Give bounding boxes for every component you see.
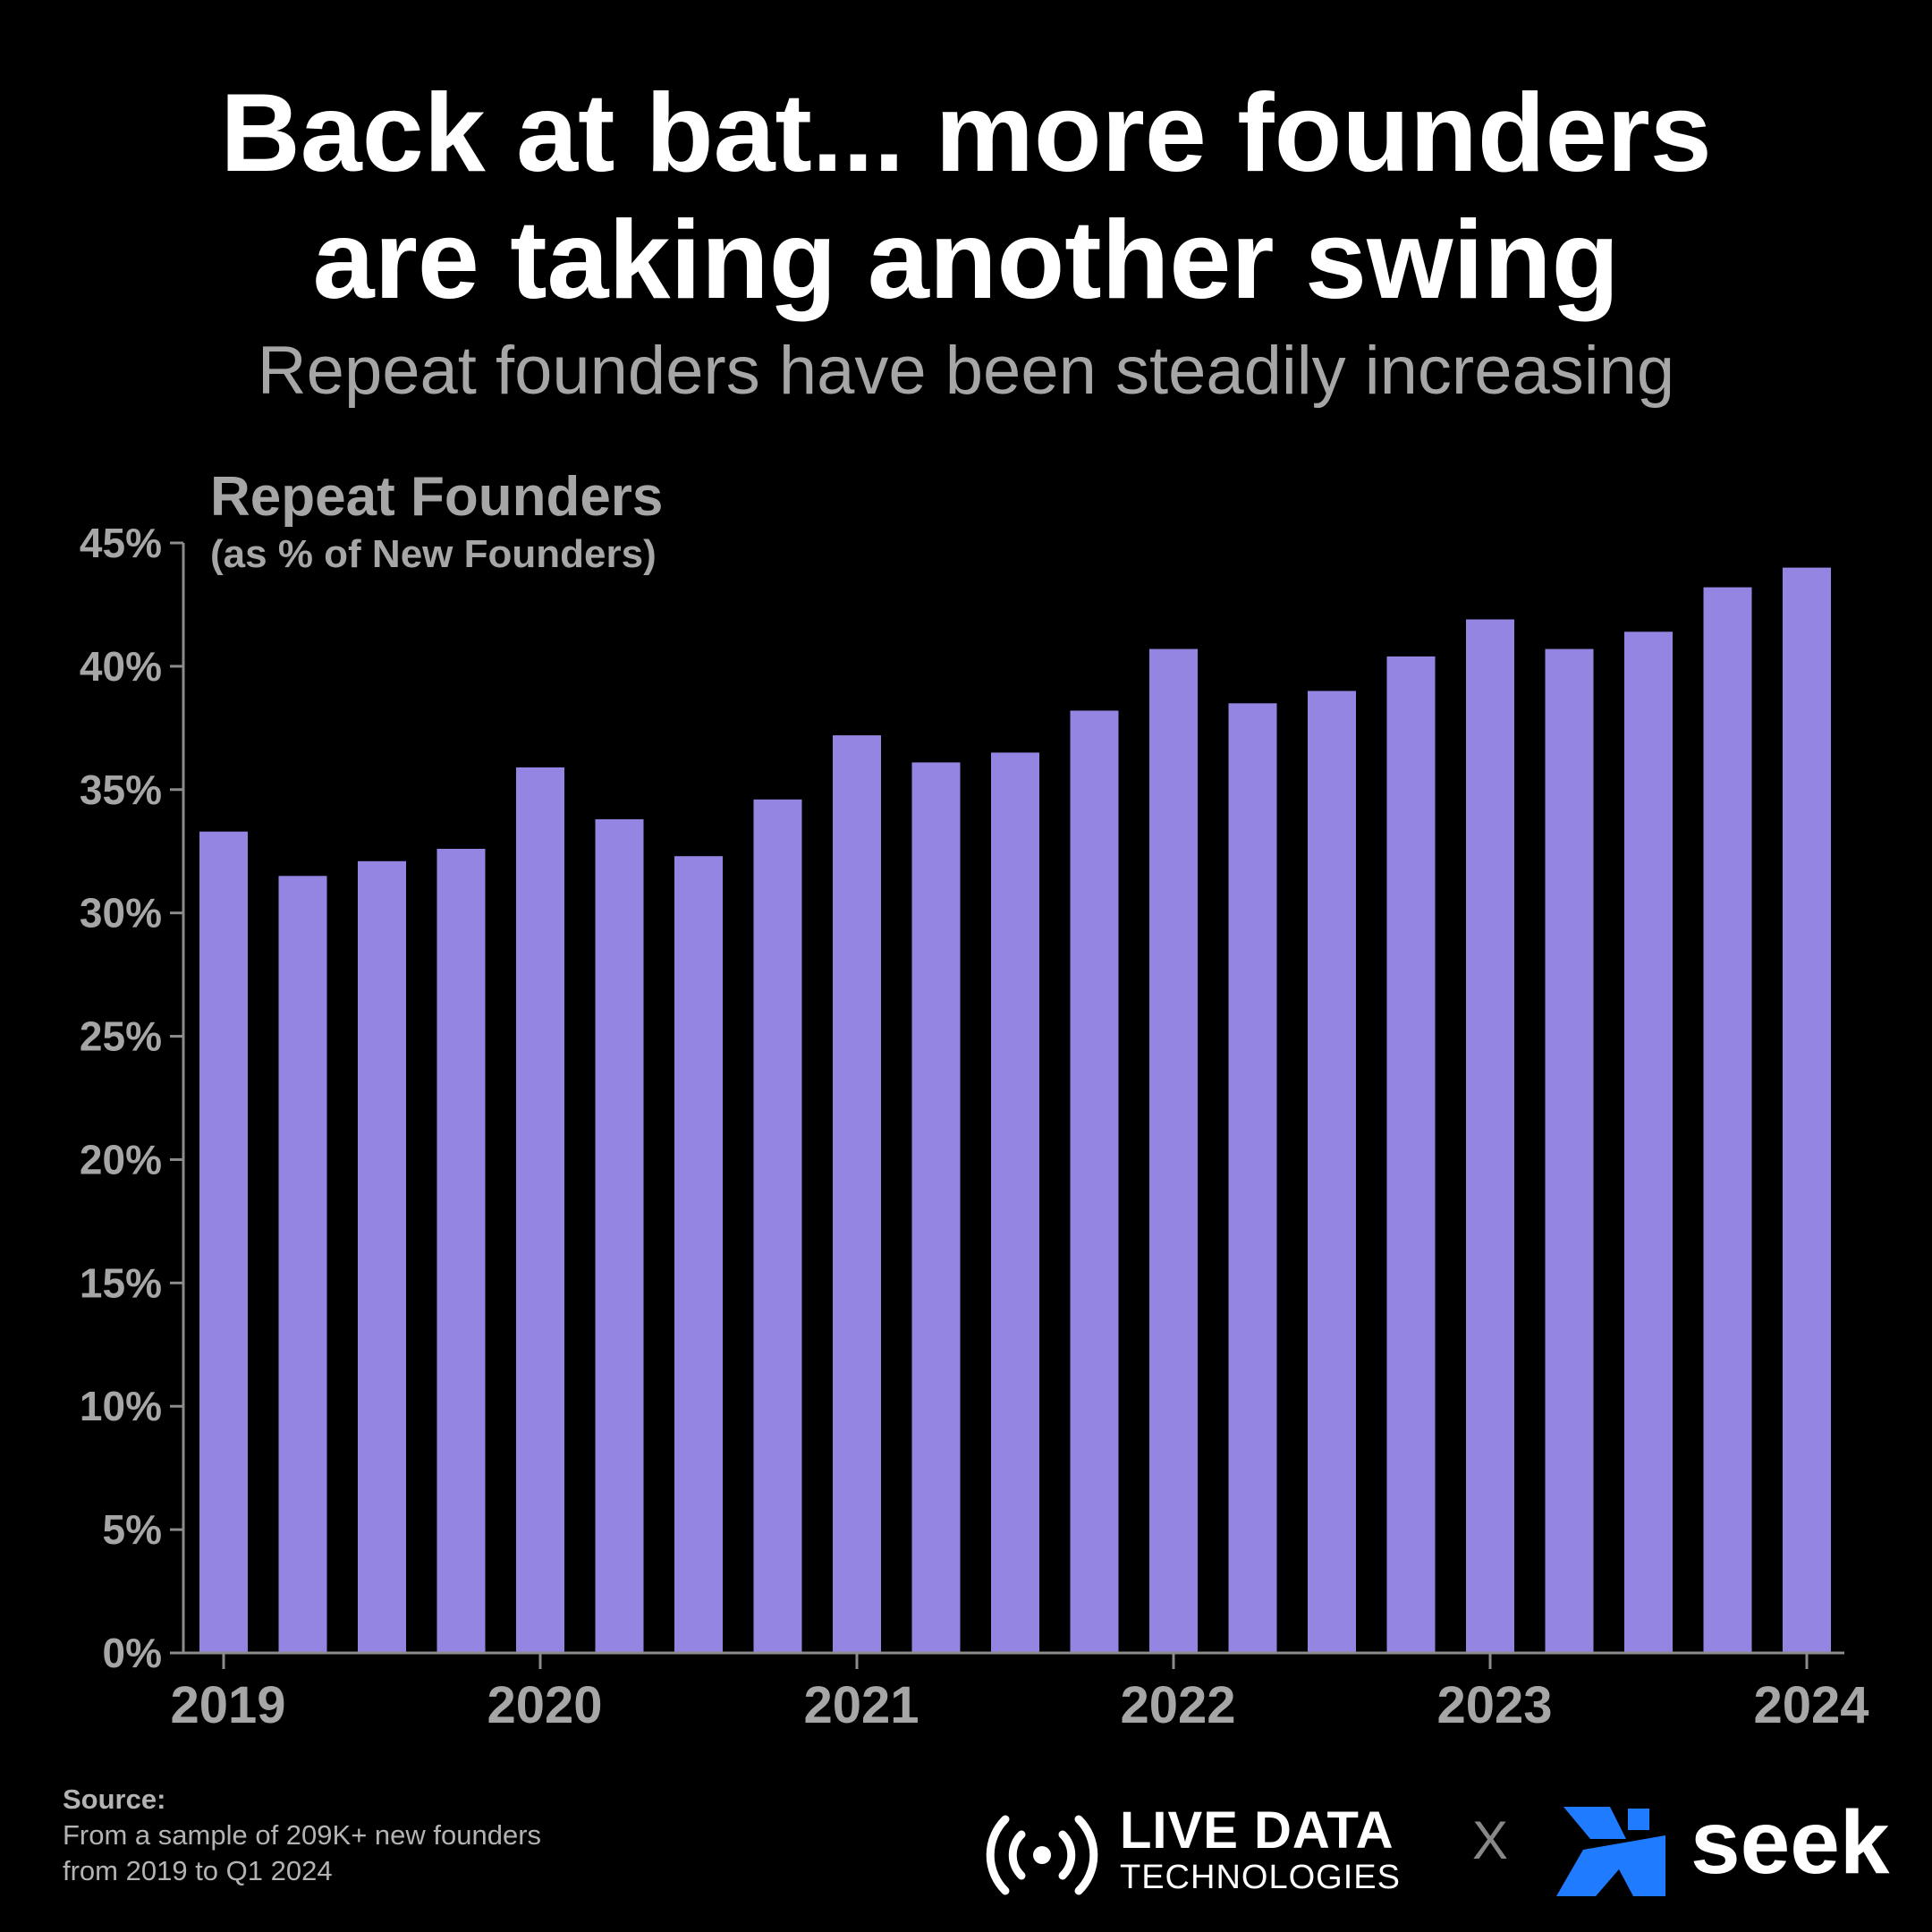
ldt-logo-text: LIVE DATA TECHNOLOGIES <box>1120 1801 1401 1896</box>
source-note: Source: From a sample of 209K+ new found… <box>63 1782 541 1889</box>
bar-5 <box>516 767 564 1653</box>
seek-logo-text: seek <box>1690 1792 1890 1893</box>
y-tick-label: 0% <box>103 1630 162 1676</box>
bar-17 <box>1466 619 1514 1653</box>
ldt-line-2: TECHNOLOGIES <box>1120 1859 1401 1896</box>
bar-8 <box>753 799 802 1653</box>
bar-21 <box>1783 567 1831 1653</box>
source-line-2: from 2019 to Q1 2024 <box>63 1855 333 1886</box>
bar-16 <box>1386 656 1436 1653</box>
logos-area: LIVE DATA TECHNOLOGIES X seek <box>984 1798 1932 1914</box>
axes-group: 0% 5% 10% 15% 20% 25% 30% 35% 40% 45% 2019 2020 2021… <box>80 520 1869 1734</box>
y-tick-label: 20% <box>80 1136 162 1182</box>
x-tick-label: 2023 <box>1436 1676 1552 1734</box>
title-line-2: are taking another swing <box>312 199 1620 322</box>
bar-11 <box>991 752 1039 1653</box>
source-line-1: From a sample of 209K+ new founders <box>63 1819 542 1851</box>
x-tick-label: 2021 <box>803 1676 919 1734</box>
y-tick-label: 5% <box>103 1506 162 1553</box>
bar-20 <box>1703 587 1752 1653</box>
bar-9 <box>833 735 881 1653</box>
y-tick-label: 15% <box>80 1259 162 1306</box>
bar-14 <box>1228 703 1277 1653</box>
bar-3 <box>358 860 406 1653</box>
x-tick-label: 2019 <box>170 1676 285 1734</box>
chart-subtitle: (as % of New Founders) <box>210 532 657 576</box>
source-label: Source: <box>63 1784 166 1815</box>
x-tick-label: 2022 <box>1120 1676 1235 1734</box>
logo-separator: X <box>1472 1810 1509 1870</box>
y-tick-label: 35% <box>80 767 162 813</box>
x-tick-label: 2024 <box>1753 1676 1868 1734</box>
broadcast-icon <box>986 1815 1098 1895</box>
bar-13 <box>1149 648 1198 1653</box>
bar-2 <box>278 876 327 1653</box>
bars-group <box>199 567 1831 1653</box>
bar-10 <box>911 762 961 1653</box>
y-tick-label: 45% <box>80 520 162 566</box>
y-tick-label: 40% <box>80 643 162 690</box>
page-subtitle: Repeat founders have been steadily incre… <box>257 333 1675 409</box>
bar-12 <box>1070 710 1119 1653</box>
bar-7 <box>674 856 723 1653</box>
page-title: Back at bat... more founders are taking … <box>0 70 1932 324</box>
bar-1 <box>199 831 248 1653</box>
y-tick-label: 10% <box>80 1383 162 1429</box>
chart-title: Repeat Founders <box>210 466 663 528</box>
y-tick-label: 25% <box>80 1013 162 1060</box>
bar-15 <box>1308 691 1356 1653</box>
bar-18 <box>1545 648 1594 1653</box>
bar-19 <box>1624 631 1673 1653</box>
bar-4 <box>436 849 486 1653</box>
x-tick-label: 2020 <box>487 1676 602 1734</box>
y-tick-label: 30% <box>80 890 162 936</box>
bar-6 <box>595 818 644 1653</box>
ldt-line-1: LIVE DATA <box>1120 1801 1394 1860</box>
bar-chart: Repeat Founders (as % of New Founders) 0… <box>80 466 1869 1734</box>
title-line-1: Back at bat... more founders <box>220 72 1712 195</box>
seek-logo-icon <box>1556 1807 1665 1896</box>
